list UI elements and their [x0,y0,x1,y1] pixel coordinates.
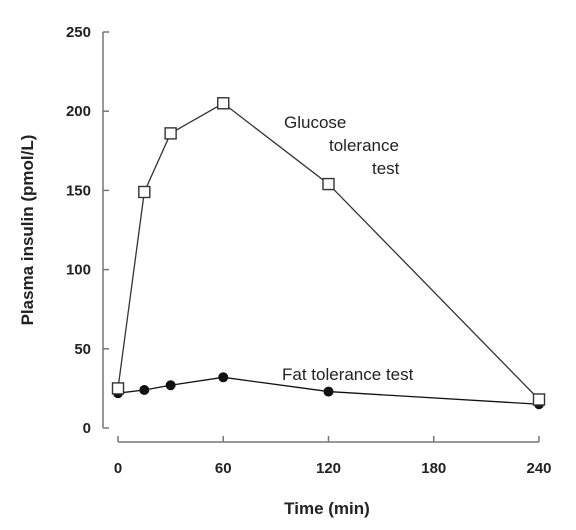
data-point-square [532,393,546,406]
data-point-circle [165,380,176,391]
fat-series-annotation: Fat tolerance test [282,365,414,384]
data-point-square [111,382,125,395]
y-tick-label: 250 [66,24,91,41]
y-tick-label: 50 [74,341,91,358]
series-line [117,102,540,400]
x-tick-label: 120 [316,460,341,477]
y-axis-title: Plasma insulin (pmol/L) [18,135,37,326]
glucose-annotation-line-2: tolerance [329,136,399,155]
x-tick-label: 180 [421,460,446,477]
data-point-circle [323,386,334,397]
y-tick-label: 200 [66,103,91,120]
data-point-square [164,127,177,140]
series-0 [111,97,546,406]
x-tick-label: 240 [526,460,551,477]
data-point-circle [218,372,229,383]
y-tick-label: 0 [83,420,91,437]
x-axis-title: Time (min) [284,499,370,518]
glucose-annotation-line-3: test [372,159,400,178]
data-point-square [138,185,151,199]
axes: 0 50 100 150 200 250 0 60 120 180 240 [66,24,552,477]
series-layer [111,97,546,410]
x-tick-label: 0 [114,460,122,477]
glucose-annotation-line-1: Glucose [284,113,346,132]
data-point-square [322,177,335,191]
y-tick-label: 150 [66,182,91,199]
labels-layer: Time (min) Plasma insulin (pmol/L) Gluco… [18,113,414,518]
y-tick-label: 100 [66,262,91,279]
glucose-series-annotation: Glucose tolerance test [284,113,400,178]
data-point-square [217,97,230,110]
x-tick-label: 60 [215,460,232,477]
data-point-circle [139,384,150,395]
